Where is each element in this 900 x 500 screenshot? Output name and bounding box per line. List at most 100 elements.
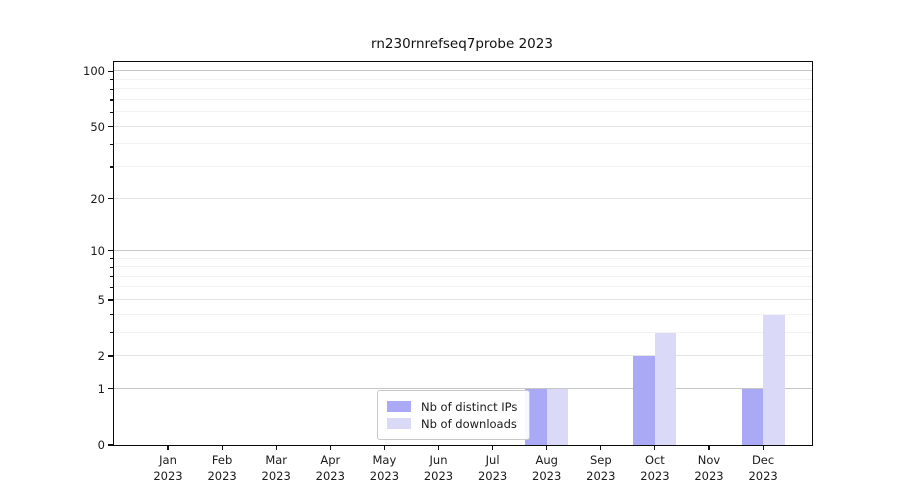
gridline-y-2 xyxy=(114,355,812,357)
x-tick-month: Jun xyxy=(429,453,448,467)
y-tick-label-100: 100 xyxy=(83,64,105,79)
gridline-y-20 xyxy=(114,197,812,199)
y-minor-tick-40 xyxy=(109,143,113,145)
y-minor-tick-7 xyxy=(109,276,113,278)
x-tick-aug xyxy=(546,446,548,451)
bar-downloads-dec xyxy=(763,314,785,445)
x-tick-month: Jul xyxy=(485,453,500,467)
x-tick-year: 2023 xyxy=(586,468,616,483)
x-tick-label-jul: Jul 2023 xyxy=(453,453,533,484)
y-tick-label-50: 50 xyxy=(90,119,105,134)
x-tick-month: Nov xyxy=(697,453,721,467)
x-tick-month: Oct xyxy=(644,453,665,467)
x-tick-month: Jan xyxy=(159,453,177,467)
x-tick-label-mar: Mar 2023 xyxy=(236,453,316,484)
gridline-y-10 xyxy=(114,249,812,251)
y-tick-0 xyxy=(107,444,113,446)
y-tick-100 xyxy=(107,70,113,72)
legend-item-distinct-ips: Nb of distinct IPs xyxy=(387,398,517,415)
x-tick-year: 2023 xyxy=(261,468,291,483)
y-minor-tick-4 xyxy=(109,314,113,316)
gridline-y-3 xyxy=(114,331,812,333)
gridline-y-5 xyxy=(114,298,812,300)
y-minor-tick-60 xyxy=(109,111,113,113)
gridline-y-90 xyxy=(114,78,812,80)
y-tick-label-20: 20 xyxy=(90,191,105,206)
y-minor-tick-70 xyxy=(109,99,113,101)
x-tick-year: 2023 xyxy=(369,468,400,483)
y-minor-tick-9 xyxy=(109,258,113,260)
x-tick-year: 2023 xyxy=(423,468,454,483)
x-tick-label-sep: Sep 2023 xyxy=(561,453,641,484)
x-tick-month: Dec xyxy=(751,453,775,467)
y-tick-label-5: 5 xyxy=(97,292,105,307)
y-tick-label-2: 2 xyxy=(97,349,105,364)
gridline-y-7 xyxy=(114,275,812,277)
x-tick-month: Feb xyxy=(211,453,233,467)
chart-title: rn230rnrefseq7probe 2023 xyxy=(371,36,553,52)
x-tick-may xyxy=(383,446,385,451)
y-tick-20 xyxy=(107,197,113,200)
x-tick-nov xyxy=(708,446,710,451)
y-tick-1 xyxy=(107,388,113,390)
y-tick-2 xyxy=(107,355,113,357)
x-tick-year: 2023 xyxy=(748,468,778,483)
legend-label-downloads: Nb of downloads xyxy=(421,416,517,431)
x-tick-apr xyxy=(329,446,331,451)
x-tick-jun xyxy=(437,446,440,451)
x-tick-label-nov: Nov 2023 xyxy=(669,453,749,484)
gridline-y-80 xyxy=(114,88,812,90)
x-tick-year: 2023 xyxy=(315,468,345,483)
x-tick-mar xyxy=(275,446,277,451)
x-tick-feb xyxy=(221,446,223,451)
legend-swatch-distinct-ips xyxy=(387,401,411,412)
x-tick-year: 2023 xyxy=(477,468,508,483)
legend: Nb of distinct IPs Nb of downloads xyxy=(377,390,531,440)
x-tick-month: Aug xyxy=(535,453,558,467)
x-tick-label-dec: Dec 2023 xyxy=(723,453,803,484)
x-tick-year: 2023 xyxy=(153,468,183,483)
y-minor-tick-6 xyxy=(109,286,113,289)
x-tick-oct xyxy=(654,446,656,451)
gridline-y-50 xyxy=(114,125,812,127)
x-tick-month: Sep xyxy=(589,453,612,467)
y-minor-tick-80 xyxy=(109,88,113,90)
x-tick-label-aug: Aug 2023 xyxy=(507,453,587,484)
y-minor-tick-3 xyxy=(109,332,113,334)
bar-downloads-oct xyxy=(654,332,677,445)
x-tick-year: 2023 xyxy=(694,468,724,483)
x-tick-year: 2023 xyxy=(207,468,237,483)
gridline-y-8 xyxy=(114,266,812,268)
x-tick-year: 2023 xyxy=(532,468,562,483)
x-tick-jul xyxy=(492,446,494,451)
y-tick-50 xyxy=(107,126,113,128)
gridline-y-9 xyxy=(114,257,812,259)
plot-area: 0 1 2 5 10 20 50 100 Jan 2023 Feb 2023 Mar 2023 Apr 202… xyxy=(83,61,813,483)
gridline-y-70 xyxy=(114,98,812,100)
gridline-y-100 xyxy=(114,70,812,72)
y-tick-label-1: 1 xyxy=(97,381,105,396)
bar-distinct-ips-oct xyxy=(633,356,655,445)
x-tick-label-feb: Feb 2023 xyxy=(182,453,262,484)
legend-swatch-downloads xyxy=(387,418,411,429)
y-minor-tick-8 xyxy=(109,266,113,268)
gridline-y-60 xyxy=(114,111,812,113)
x-tick-year: 2023 xyxy=(640,468,670,483)
x-tick-label-oct: Oct 2023 xyxy=(615,453,695,484)
x-tick-label-may: May 2023 xyxy=(344,453,424,484)
x-tick-month: May xyxy=(372,453,397,467)
legend-item-downloads: Nb of downloads xyxy=(387,415,517,432)
x-tick-month: Mar xyxy=(265,453,288,467)
gridline-y-4 xyxy=(114,313,812,315)
x-tick-jan xyxy=(167,446,169,451)
y-tick-5 xyxy=(107,299,113,301)
x-tick-sep xyxy=(600,446,602,451)
bar-distinct-ips-dec xyxy=(741,388,764,445)
x-tick-label-jan: Jan 2023 xyxy=(128,453,208,484)
x-tick-label-apr: Apr 2023 xyxy=(290,453,370,484)
x-tick-month: Apr xyxy=(320,453,341,467)
gridline-y-1 xyxy=(114,387,812,389)
legend-label-distinct-ips: Nb of distinct IPs xyxy=(421,399,518,414)
y-tick-10 xyxy=(107,250,113,252)
